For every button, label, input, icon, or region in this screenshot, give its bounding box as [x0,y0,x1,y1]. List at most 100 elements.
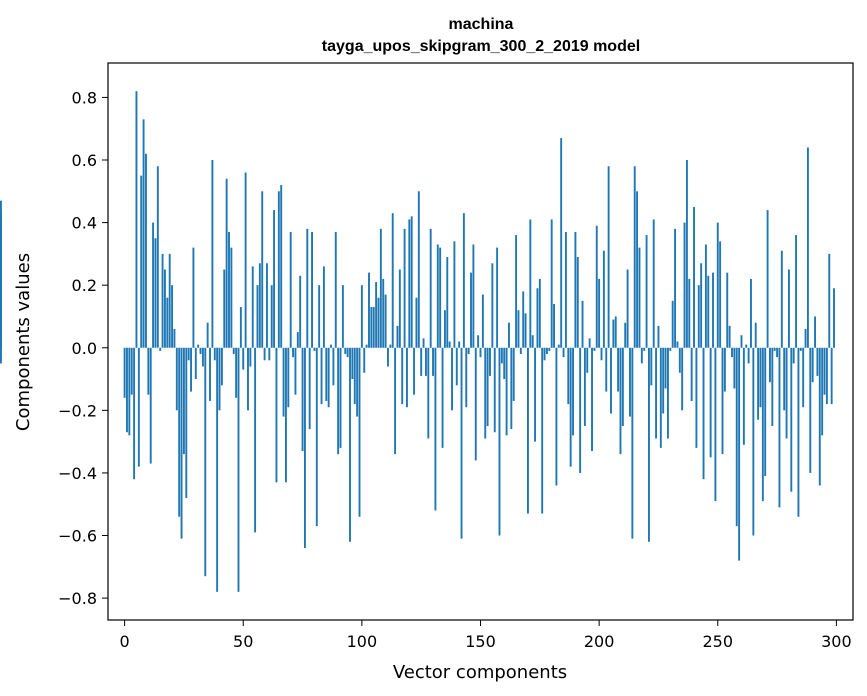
bar-128 [427,347,430,439]
bar-78 [308,347,311,430]
bar-276 [778,347,781,508]
bar-209 [619,347,622,455]
y-axis-label: Components values [13,253,34,431]
bar-204 [607,166,610,348]
bar-279 [785,347,788,439]
bar-244 [702,347,705,480]
bar-280 [787,269,790,348]
bar-114 [394,347,397,455]
bar-62 [270,285,273,348]
bar-156 [493,347,496,433]
bar-52 [247,347,249,411]
bar-187 [567,347,570,405]
bar-100 [360,285,363,348]
bar-18 [166,297,169,348]
bar-232 [674,228,677,348]
bar-194 [583,347,586,426]
bar-241 [695,347,698,448]
bar-221 [648,347,650,542]
bar-268 [759,347,762,408]
bar-189 [572,347,574,436]
bar-202 [602,250,605,348]
y-tick-label: −0.4 [58,464,97,483]
bar-216 [636,191,639,348]
x-axis-label: Vector components [393,662,567,683]
bar-203 [605,347,608,392]
bar-298 [830,347,833,405]
bar-45 [230,247,233,348]
bar-77 [306,228,309,348]
bar-178 [545,347,548,355]
bar-196 [588,338,591,348]
bar-12 [152,222,155,348]
bar-32 [199,347,202,355]
bar-263 [747,347,750,364]
bar-86 [327,347,330,408]
bar-246 [707,275,710,348]
bar-132 [436,244,439,348]
bar-162 [508,322,510,348]
bar-182 [555,347,558,486]
bar-296 [825,347,828,405]
bar-217 [638,247,641,348]
bar-219 [643,347,646,351]
bar-140 [455,347,458,386]
y-tick-label: 0.6 [72,151,97,170]
bar-series [0,91,835,592]
bar-205 [610,347,612,414]
bar-25 [182,347,185,455]
bar-255 [728,325,731,348]
bar-191 [576,257,579,348]
bar-136 [446,257,449,348]
bar-undefined [0,303,2,348]
bar-27 [187,347,190,361]
bar-225 [657,325,660,348]
bar-40 [218,347,221,411]
bar-222 [650,347,653,386]
bar-123 [415,297,418,348]
bar-127 [424,347,427,376]
bar-267 [757,347,760,420]
bar-179 [548,347,551,351]
bar-208 [617,347,620,392]
y-tick-label: 0.8 [72,88,97,107]
bar-50 [242,347,245,370]
bar-116 [398,269,401,348]
bar-64 [275,347,278,483]
bar-144 [465,347,468,408]
bar-299 [833,288,835,348]
bar-258 [735,347,738,527]
bar-103 [368,272,370,348]
bar-273 [771,347,774,426]
bar-281 [790,347,793,492]
bar-75 [301,347,304,452]
bar-65 [277,191,280,348]
bar-undefined [0,347,2,364]
bar-96 [351,347,354,380]
bar-153 [486,347,489,426]
bar-91 [339,347,342,448]
bar-190 [574,231,577,348]
bar-181 [553,303,555,348]
bar-72 [294,347,297,395]
bar-107 [377,297,380,348]
bar-137 [448,341,451,348]
bar-34 [204,347,207,577]
bar-230 [669,347,672,351]
bar-234 [678,347,681,373]
bar-22 [175,347,178,411]
bar-195 [586,347,589,373]
bar-104 [370,307,373,348]
x-tick-label: 150 [465,632,496,651]
bar-284 [797,347,800,517]
bar-295 [823,347,826,395]
bar-192 [579,347,582,473]
bar-101 [363,347,366,373]
bar-60 [266,263,268,348]
bar-2 [128,347,131,436]
x-tick-label: 100 [347,632,378,651]
bar-293 [818,347,821,486]
bar-218 [640,347,643,364]
bar-93 [344,347,347,355]
